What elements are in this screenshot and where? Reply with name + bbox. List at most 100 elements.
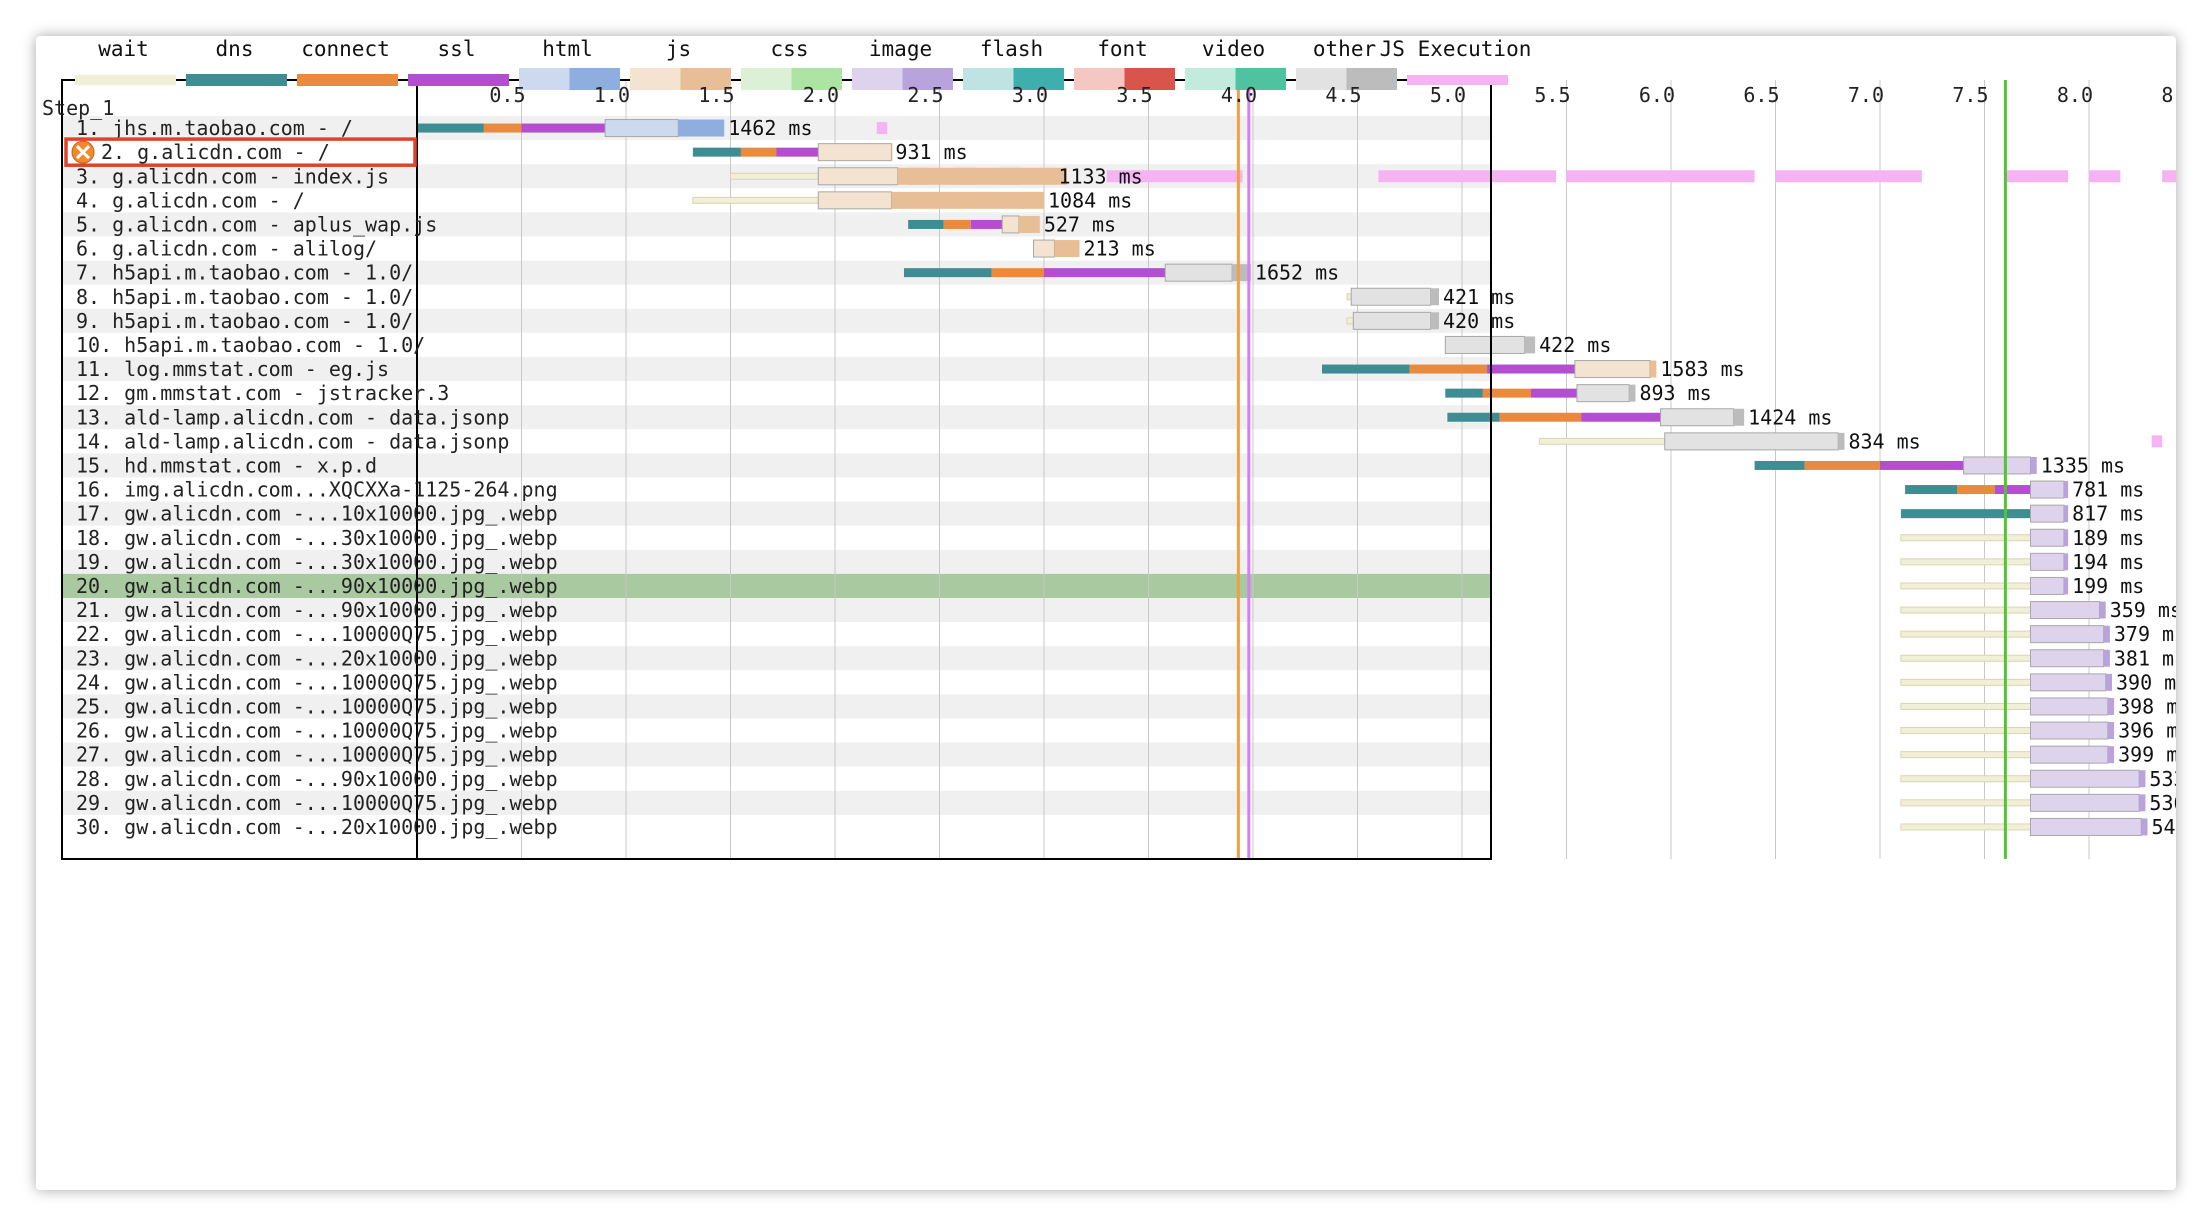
download-segment xyxy=(2139,770,2146,788)
connect-segment xyxy=(1499,412,1582,422)
ttfb-segment xyxy=(2029,480,2065,499)
ttfb-segment xyxy=(2029,721,2109,740)
ttfb-segment xyxy=(2029,745,2109,764)
legend-swatch xyxy=(75,75,176,85)
download-segment xyxy=(1430,312,1440,330)
legend-label: image xyxy=(869,37,932,61)
connect-segment xyxy=(1409,364,1488,374)
legend-swatch xyxy=(963,68,1014,90)
js-execution-segment xyxy=(2089,170,2121,183)
legend-label: wait xyxy=(98,37,149,61)
request-label: 12. gm.mmstat.com - jstracker.3 xyxy=(76,381,449,405)
legend-swatch xyxy=(1124,68,1175,90)
js-execution-segment xyxy=(1106,170,1243,183)
download-chunk xyxy=(1046,167,1067,185)
wait-segment xyxy=(1900,582,2031,590)
duration-label: 533 ms xyxy=(2149,767,2176,791)
request-label: 6. g.alicdn.com - alilog/ xyxy=(76,237,377,261)
ssl-segment xyxy=(1994,485,2031,495)
download-chunk xyxy=(908,167,930,185)
wait-segment xyxy=(730,172,819,180)
duration-label: 381 ms xyxy=(2114,646,2176,670)
download-segment xyxy=(2063,481,2069,499)
ttfb-segment xyxy=(1352,311,1432,330)
download-segment xyxy=(1524,336,1536,354)
request-label: 18. gw.alicdn.com -...30x10000.jpg_.webp xyxy=(76,526,558,550)
ssl-segment xyxy=(970,219,1003,229)
legend-label: css xyxy=(771,37,809,61)
wait-segment xyxy=(1900,534,2031,542)
x-tick-label: 4.5 xyxy=(1325,83,1361,107)
js-execution-segment xyxy=(2005,170,2069,183)
x-tick-label: 6.5 xyxy=(1743,83,1779,107)
legend-label: other xyxy=(1313,37,1376,61)
ssl-segment xyxy=(776,147,819,157)
x-tick-label: 8.5 xyxy=(2161,83,2176,107)
legend-swatch xyxy=(408,74,509,86)
ttfb-segment xyxy=(604,119,679,138)
legend: wait dns connect ssl html js css image flash font… xyxy=(75,37,1531,90)
duration-label: 931 ms xyxy=(895,140,967,164)
request-label: 2. g.alicdn.com - / xyxy=(101,140,330,164)
download-segment xyxy=(1054,240,1080,258)
legend-swatch xyxy=(630,68,681,90)
connect-segment xyxy=(943,219,971,229)
ttfb-segment xyxy=(2029,769,2140,788)
download-segment xyxy=(2107,697,2115,715)
ssl-segment xyxy=(1880,460,1964,470)
duration-label: 834 ms xyxy=(1848,429,1920,453)
x-tick-label: 4.0 xyxy=(1221,83,1257,107)
download-segment xyxy=(678,119,725,137)
highlight-box xyxy=(64,137,417,167)
legend-label: video xyxy=(1202,37,1265,61)
js-execution-segment xyxy=(2162,170,2176,183)
download-segment xyxy=(2141,818,2148,836)
ttfb-segment xyxy=(2029,601,2100,620)
wait-segment xyxy=(1900,775,2031,783)
duration-label: 527 ms xyxy=(1044,212,1116,236)
legend-swatch xyxy=(902,68,953,90)
ttfb-segment xyxy=(2029,504,2065,523)
wait-segment xyxy=(1900,630,2031,638)
js-execution-segment xyxy=(1566,170,1755,183)
wait-segment xyxy=(1900,678,2031,686)
request-label: 5. g.alicdn.com - aplus_wap.js xyxy=(76,212,437,236)
download-segment xyxy=(2030,456,2037,474)
legend-swatch xyxy=(852,68,903,90)
request-label: 29. gw.alicdn.com -...10000Q75.jpg_.webp xyxy=(76,791,558,815)
connect-segment xyxy=(1804,460,1880,470)
js-execution-segment xyxy=(876,122,888,135)
duration-label: 817 ms xyxy=(2072,502,2144,526)
legend-swatch xyxy=(1013,68,1064,90)
legend-swatch xyxy=(519,68,570,90)
dns-segment xyxy=(1445,388,1483,398)
x-axis-ticks: 0.5 1.0 1.5 2.0 2.5 3.0 3.5 4.0 4.5 5.0 5.5 6.0 6.5 7… xyxy=(489,83,2176,107)
ttfb-segment xyxy=(2029,649,2105,668)
legend-swatch xyxy=(569,68,620,90)
wait-segment xyxy=(1900,823,2031,831)
x-tick-label: 3.0 xyxy=(1012,83,1048,107)
request-label: 17. gw.alicdn.com -...10x10000.jpg_.webp xyxy=(76,502,558,526)
download-segment xyxy=(2105,673,2112,691)
x-tick-label: 2.5 xyxy=(907,83,943,107)
x-tick-label: 2.0 xyxy=(803,83,839,107)
download-segment xyxy=(1018,215,1040,233)
legend-swatch xyxy=(186,74,287,86)
x-tick-label: 7.0 xyxy=(1848,83,1884,107)
duration-label: 390 ms xyxy=(2116,670,2176,694)
request-label: 16. img.alicdn.com...XQCXXa-1125-264.png xyxy=(76,478,558,502)
legend-swatch xyxy=(297,74,398,86)
download-segment xyxy=(891,191,1044,209)
connect-segment xyxy=(991,268,1044,278)
request-label: 27. gw.alicdn.com -...10000Q75.jpg_.webp xyxy=(76,743,558,767)
download-chunk xyxy=(1000,167,1022,185)
download-segment xyxy=(2103,649,2110,667)
ttfb-segment xyxy=(2029,625,2105,644)
legend-label: font xyxy=(1097,37,1148,61)
x-tick-label: 1.5 xyxy=(698,83,734,107)
duration-label: 1424 ms xyxy=(1748,405,1832,429)
ttfb-segment xyxy=(2029,673,2107,692)
duration-label: 379 ms xyxy=(2114,622,2176,646)
download-segment xyxy=(1733,408,1745,426)
